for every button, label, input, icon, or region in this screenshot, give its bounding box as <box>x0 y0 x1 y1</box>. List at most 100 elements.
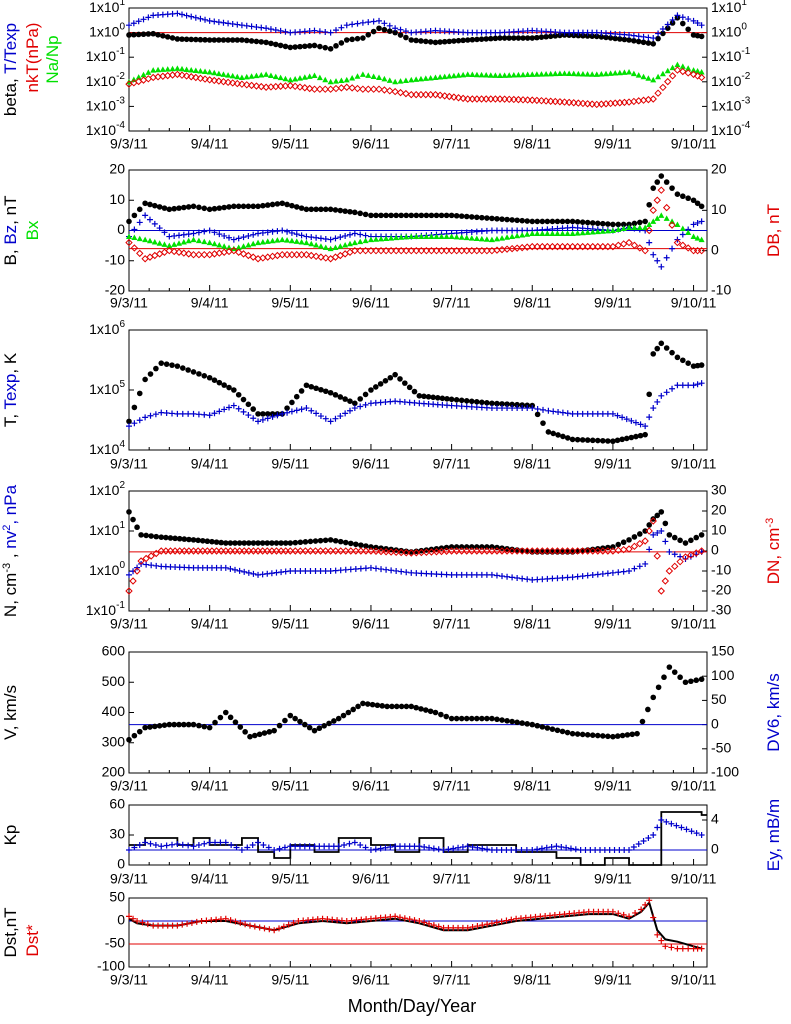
series-nv2-point <box>499 573 506 580</box>
series-n-point <box>337 538 344 545</box>
series-ttexp-point <box>145 14 152 21</box>
series-nanp-point <box>483 72 490 78</box>
series-nanp-point <box>659 70 666 77</box>
series-dst-point <box>130 915 137 922</box>
series-texp-point <box>264 415 271 422</box>
series-n-point <box>278 540 284 546</box>
series-bz-point <box>313 234 320 241</box>
series-b-point <box>559 218 566 225</box>
series-bz-point <box>509 227 516 234</box>
series-db-point <box>447 246 456 255</box>
series-nanp-point <box>145 69 152 75</box>
series-b-point <box>378 212 384 219</box>
series-dst-point <box>650 914 657 921</box>
series-beta-point <box>580 32 586 39</box>
x-tick-label: 9/4/11 <box>191 972 229 988</box>
series-bz-point <box>564 224 571 231</box>
series-beta-point <box>179 36 185 42</box>
series-ey-point <box>265 844 272 851</box>
series-dst-point <box>464 924 471 931</box>
series-texp-point <box>458 403 465 410</box>
series-t-point <box>289 399 295 406</box>
series-bx-point <box>646 221 653 227</box>
y-tick-label-left: 50 <box>109 889 125 905</box>
series-v-point <box>549 726 556 732</box>
series-n-point <box>443 544 450 551</box>
series-nanp-point <box>333 78 340 84</box>
series-nanp-point <box>589 71 596 77</box>
series-n-point <box>589 546 596 553</box>
series-texp-point <box>504 405 511 412</box>
series-nkt-point <box>679 67 687 76</box>
series-ey-point <box>640 838 647 844</box>
y-tick-label-right: 0 <box>711 841 719 857</box>
series-nanp-point <box>192 67 199 73</box>
series-bz-point <box>151 220 158 227</box>
series-b-point <box>342 208 348 214</box>
series-bx-point <box>284 237 291 243</box>
series-t-point <box>448 396 455 403</box>
x-tick-label: 9/8/11 <box>513 778 551 794</box>
series-ey-point <box>663 818 670 825</box>
panel-beta-ytitle-2: nkT(nPa) <box>23 23 42 93</box>
series-ey-point <box>233 844 240 851</box>
series-nv2-point <box>534 576 541 583</box>
series-b-point <box>152 202 158 209</box>
series-nanp-point <box>159 66 166 72</box>
series-ttexp-point <box>338 24 345 31</box>
series-beta-point <box>188 36 195 43</box>
series-n-point <box>484 544 490 550</box>
series-nanp-point <box>178 65 185 72</box>
panel-T-ytitle-part: , K <box>1 352 20 373</box>
series-n-point <box>393 547 399 553</box>
series-texp-point <box>190 410 197 417</box>
series-n-point <box>204 538 211 545</box>
series-bz-point <box>473 228 480 235</box>
series-n-point <box>448 544 455 550</box>
series-nv2-point <box>372 565 379 572</box>
series-texp-point <box>669 385 676 392</box>
series-dst-point <box>411 917 418 924</box>
series-nv2-point <box>227 565 234 572</box>
series-bz-point <box>478 228 485 235</box>
series-nv2-point <box>362 565 369 572</box>
panel-beta-ytitle-part: T/Texp <box>1 23 20 74</box>
series-ttexp-point <box>640 33 647 40</box>
series-beta-point <box>469 36 476 43</box>
series-texp-point <box>131 420 138 427</box>
series-kp <box>129 811 707 866</box>
series-ey-point <box>179 841 186 848</box>
panel-V-ytitle-right: DV6, km/s <box>764 673 783 751</box>
series-texp-point <box>463 403 470 410</box>
series-v-point <box>619 732 626 739</box>
series-t-point <box>680 357 686 364</box>
series-nanp-point <box>316 74 323 81</box>
series-ey-point <box>479 845 486 852</box>
series-texp-point <box>685 382 692 389</box>
series-nkt-point <box>257 82 265 91</box>
series-texp-point <box>216 408 223 415</box>
series-nv2-point <box>337 567 344 574</box>
series-v-point <box>287 712 294 719</box>
series-nkt-point <box>570 99 578 107</box>
series-ttexp-point <box>664 21 671 28</box>
series-beta-point <box>543 33 549 40</box>
series-bx-point <box>317 243 324 249</box>
series-ttexp-point <box>626 31 633 38</box>
series-bz-point <box>156 225 163 232</box>
series-ttexp-point <box>359 19 366 26</box>
series-dn-point <box>604 547 612 555</box>
series-texp-point <box>259 416 266 423</box>
series-beta-point <box>451 38 457 44</box>
series-beta-point <box>349 36 355 43</box>
series-v-point <box>256 731 263 738</box>
series-ey-point <box>430 845 437 852</box>
y-tick-label-left: -10 <box>105 251 125 267</box>
series-t-point <box>332 392 339 398</box>
series-nanp-point <box>408 76 415 83</box>
series-v-point <box>393 703 400 710</box>
series-texp <box>126 380 705 430</box>
series-dst-point <box>276 925 283 932</box>
series-t-point <box>169 362 175 368</box>
series-beta-point <box>598 34 605 40</box>
